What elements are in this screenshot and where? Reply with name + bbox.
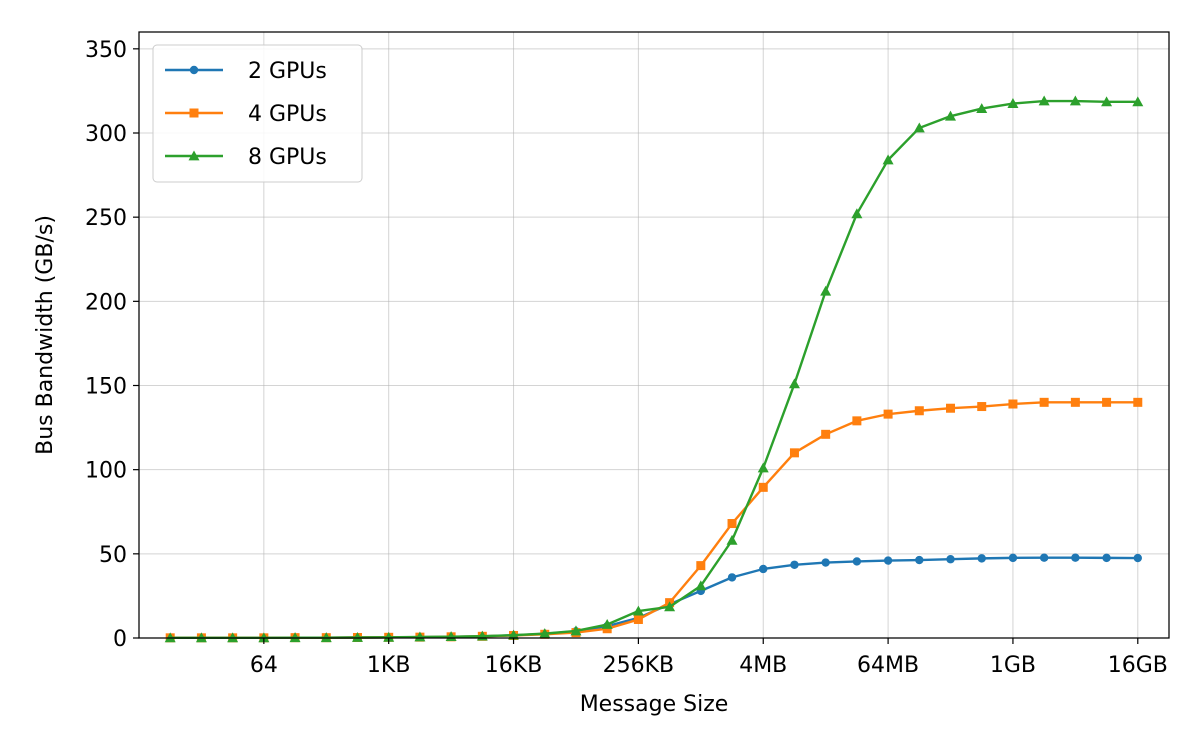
data-point — [915, 555, 924, 565]
legend-marker — [189, 65, 199, 75]
data-point — [914, 406, 924, 416]
data-point — [1008, 399, 1018, 409]
data-point — [1007, 98, 1019, 108]
data-point — [632, 605, 644, 616]
ticks: 64 1KB 16KB 256KB 4MB 64MB 1GB 16GB 0 50 100 150 200… — [85, 38, 1168, 678]
x-tick-label: 64 — [250, 653, 278, 678]
x-tick-label: 64MB — [857, 653, 919, 678]
data-point — [1102, 397, 1112, 407]
data-point — [946, 403, 956, 413]
data-point — [289, 632, 301, 643]
legend-entry: 4 GPUs — [165, 102, 327, 127]
data-point — [759, 564, 768, 574]
data-point — [508, 629, 520, 640]
data-point — [945, 110, 957, 121]
y-tick-label: 250 — [85, 206, 127, 231]
data-point — [1071, 553, 1080, 562]
y-tick-label: 300 — [85, 122, 127, 147]
data-point — [414, 631, 426, 642]
data-point — [164, 632, 176, 643]
data-point — [633, 614, 643, 624]
data-point — [227, 632, 239, 643]
data-point — [539, 628, 551, 639]
data-point — [977, 402, 987, 412]
y-tick-label: 350 — [85, 38, 127, 63]
y-tick-label: 0 — [113, 627, 127, 652]
data-point — [320, 632, 332, 643]
data-point — [883, 409, 893, 419]
data-point — [821, 558, 830, 567]
data-point — [977, 554, 986, 563]
y-axis-label: Bus Bandwidth (GB/s) — [33, 215, 58, 455]
data-point — [946, 555, 955, 564]
x-tick-label: 16KB — [485, 653, 543, 678]
y-tick-label: 100 — [85, 459, 127, 484]
x-tick-label: 1KB — [367, 653, 411, 678]
data-point — [852, 416, 862, 426]
data-point — [1132, 96, 1144, 107]
x-axis-label: Message Size — [580, 692, 729, 717]
legend-entry: 2 GPUs — [165, 59, 327, 84]
data-point — [726, 534, 738, 545]
x-tick-label: 4MB — [739, 653, 787, 678]
data-point — [820, 285, 832, 296]
series-2-gpus — [166, 553, 1142, 643]
data-point — [1039, 553, 1049, 562]
data-point — [195, 632, 207, 643]
data-point — [570, 625, 582, 636]
y-tick-label: 200 — [85, 290, 127, 315]
x-tick-label: 256KB — [603, 653, 675, 678]
legend-marker — [188, 150, 200, 161]
data-point — [1133, 397, 1143, 407]
data-point — [790, 560, 799, 569]
legend-label: 4 GPUs — [248, 102, 327, 127]
data-point — [1039, 397, 1049, 407]
data-point — [852, 557, 862, 566]
data-point — [789, 448, 799, 458]
data-point — [883, 556, 893, 565]
data-point — [258, 632, 270, 643]
data-point — [695, 580, 707, 591]
data-point — [976, 103, 988, 113]
data-point — [383, 631, 395, 642]
data-point — [851, 208, 863, 219]
series-line — [170, 401, 1138, 640]
data-point — [1008, 553, 1018, 563]
y-tick-label: 150 — [85, 375, 127, 400]
legend-label: 8 GPUs — [248, 145, 327, 170]
series-4-gpus — [165, 397, 1143, 643]
legend: 2 GPUs 4 GPUs 8 GPUs — [152, 44, 363, 183]
data-point — [664, 601, 676, 612]
data-point — [1133, 553, 1142, 563]
data-point — [788, 378, 800, 389]
data-point — [601, 619, 613, 629]
data-point — [913, 122, 925, 133]
series-line — [170, 556, 1138, 640]
data-point — [1069, 95, 1081, 106]
data-point — [727, 573, 737, 582]
data-point — [757, 462, 769, 473]
data-point — [882, 154, 894, 165]
y-tick-label: 50 — [99, 543, 127, 568]
data-point — [696, 561, 706, 571]
data-point — [727, 519, 737, 529]
data-point — [351, 631, 363, 642]
x-tick-label: 1GB — [990, 653, 1036, 678]
legend-marker — [189, 108, 199, 118]
data-point — [758, 482, 768, 492]
legend-box — [152, 44, 363, 183]
legend-entry: 8 GPUs — [165, 145, 327, 170]
legend-label: 2 GPUs — [248, 59, 327, 84]
data-point — [1102, 553, 1111, 563]
data-point — [1101, 96, 1113, 107]
data-point — [1070, 397, 1080, 407]
x-tick-label: 16GB — [1108, 653, 1168, 678]
data-point — [1038, 95, 1050, 106]
plot-frame — [138, 31, 1170, 639]
grid — [139, 32, 1169, 639]
data-point — [821, 429, 831, 439]
